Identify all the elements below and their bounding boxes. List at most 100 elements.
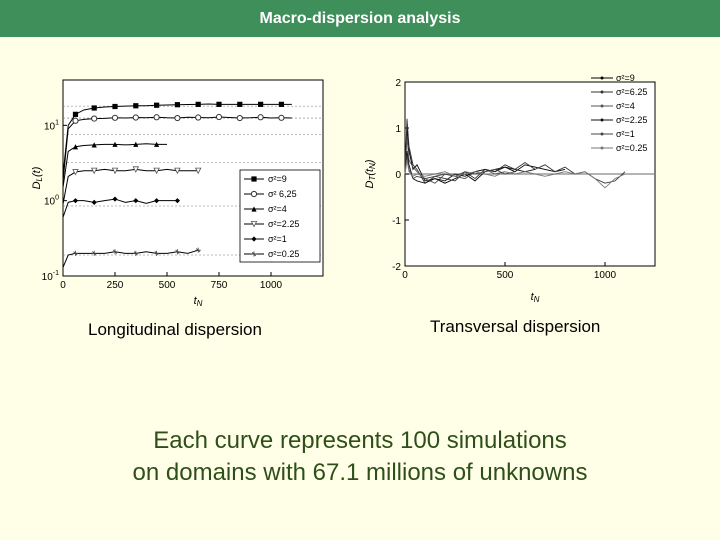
data-point (111, 114, 119, 121)
series-line (404, 150, 536, 184)
legend-marker (600, 146, 604, 150)
legend-marker (600, 132, 604, 136)
legend-marker (600, 90, 604, 94)
legend-marker (600, 104, 604, 108)
legend-label: σ²=9 (616, 73, 635, 83)
transversal-dispersion-chart: 0 500 1000 -2 -1 0 1 2 DT(tN) tN σ²=9 σ²=6.25 σ²=4 σ²… (364, 73, 656, 304)
data-point (91, 105, 97, 111)
longitudinal-dispersion-chart: 0 250 500 750 1000 10-1 100 101 DL(t) tN σ²=9 σ² 6,… (31, 79, 324, 308)
data-point (278, 101, 284, 107)
legend-marker (600, 118, 604, 122)
x-axis-label: tN (531, 291, 540, 304)
legend-marker (600, 76, 604, 80)
slide-title: Macro-dispersion analysis (0, 0, 720, 37)
data-point (72, 111, 79, 117)
summary-line-2: on domains with 67.1 millions of unknown… (132, 459, 588, 486)
data-point (112, 196, 118, 202)
data-point (91, 115, 98, 122)
y-tick-label: 100 (44, 195, 59, 208)
x-tick-label: 500 (159, 280, 176, 291)
y-tick-label: -2 (392, 262, 401, 273)
data-point (132, 114, 139, 121)
data-point (174, 167, 181, 175)
data-point (91, 250, 97, 256)
legend-label: σ²=9 (268, 174, 287, 184)
data-point (174, 114, 181, 122)
data-point (72, 144, 79, 150)
y-tick-label: 1 (395, 124, 401, 135)
data-point (72, 117, 79, 124)
data-point (278, 114, 285, 121)
data-point (133, 103, 139, 109)
series-line (62, 168, 199, 205)
legend-label: σ²=6.25 (616, 87, 647, 97)
legend-marker (251, 206, 257, 212)
x-tick-label: 1000 (594, 270, 617, 281)
data-point (153, 167, 160, 175)
data-point (154, 250, 160, 256)
legend-label: σ²=1 (268, 234, 287, 244)
data-point (91, 199, 97, 205)
series-line (404, 127, 566, 184)
data-point (174, 249, 180, 255)
data-point (215, 113, 223, 121)
data-point (195, 101, 201, 107)
data-point (111, 167, 119, 175)
x-axis-label: tN (194, 295, 203, 308)
data-point (154, 141, 160, 147)
data-point (195, 247, 201, 253)
x-tick-label: 250 (107, 280, 124, 291)
data-point (258, 101, 264, 107)
series-line (404, 160, 626, 189)
summary-line-1: Each curve represents 100 simulations (153, 427, 567, 454)
series-line (404, 155, 516, 180)
caption-transversal: Transversal dispersion (430, 317, 601, 336)
data-point (133, 141, 139, 147)
y-tick-label: -1 (392, 216, 401, 227)
data-point (112, 141, 118, 147)
summary-text: Each curve represents 100 simulations on… (60, 425, 660, 489)
x-tick-label: 500 (497, 270, 514, 281)
y-tick-label: 2 (395, 78, 401, 89)
legend-marker (251, 236, 257, 242)
x-tick-label: 750 (211, 280, 228, 291)
y-tick-label: 0 (395, 170, 401, 181)
data-point (72, 250, 79, 256)
legend-label: σ²=2.25 (616, 115, 647, 125)
legend-marker (250, 220, 258, 228)
y-tick-label: 10-1 (42, 270, 59, 283)
data-point (237, 101, 243, 107)
legend-label: σ²=0.25 (268, 249, 299, 259)
data-point (153, 114, 160, 121)
caption-longitudinal: Longitudinal dispersion (88, 320, 262, 339)
data-point (257, 114, 264, 121)
legend-label: σ²=2.25 (268, 219, 299, 229)
legend-label: σ²=4 (616, 101, 635, 111)
legend-label: σ²=4 (268, 204, 287, 214)
y-tick-label: 101 (44, 119, 59, 132)
x-tick-label: 1000 (260, 280, 283, 291)
data-point (72, 198, 79, 204)
data-point (133, 250, 139, 256)
legend-box (239, 169, 321, 263)
legend-marker (250, 190, 258, 198)
data-point (112, 103, 118, 110)
x-tick-label: 0 (402, 270, 408, 281)
series-line (62, 249, 199, 268)
data-point (112, 249, 118, 255)
legend-label: σ²=1 (616, 129, 635, 139)
data-point (90, 167, 98, 175)
data-point (195, 114, 202, 121)
data-point (154, 198, 160, 204)
legend-marker (251, 251, 257, 257)
legend-label: σ²=0.25 (616, 143, 647, 153)
y-axis-label: DL(t) (31, 166, 44, 189)
data-point (174, 102, 180, 108)
legend-marker (251, 176, 257, 182)
legend-label: σ² 6,25 (268, 189, 297, 199)
data-point (154, 102, 160, 108)
data-point (91, 142, 97, 148)
data-point (132, 166, 140, 173)
data-point (174, 198, 180, 204)
data-point (72, 169, 79, 176)
